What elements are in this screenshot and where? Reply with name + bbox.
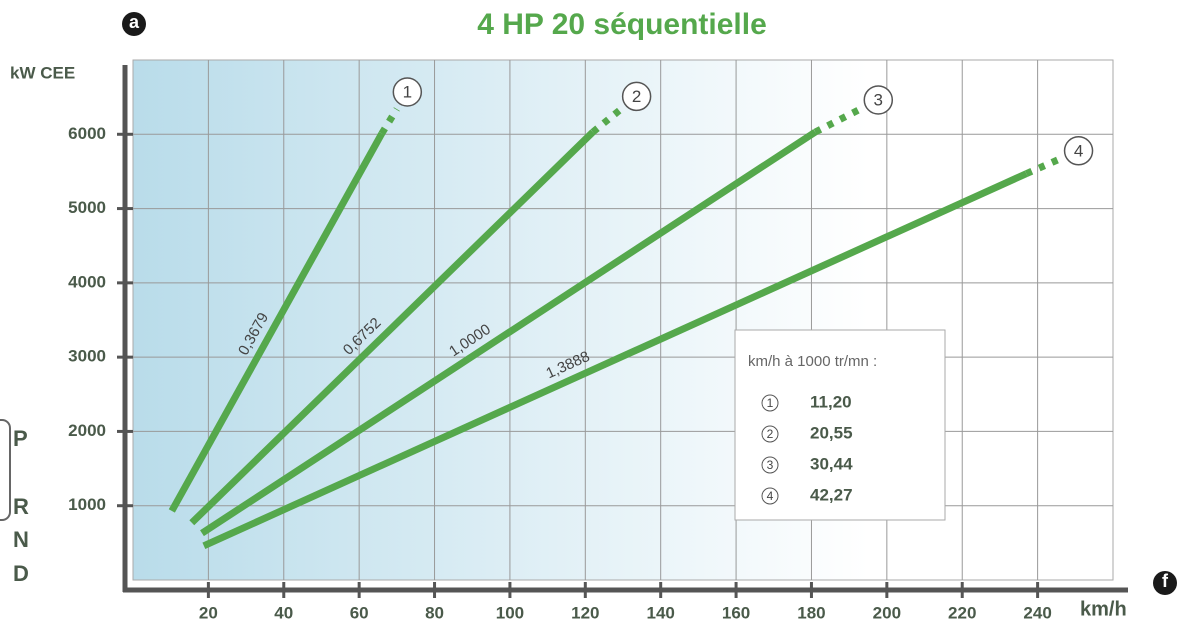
gear-line [202, 170, 1028, 550]
gear-line [168, 131, 385, 513]
x-axis-label: km/h [1080, 598, 1127, 620]
gear-line-extension [378, 107, 400, 136]
legend-badge [761, 487, 779, 505]
y-tick-label: 1000 [68, 495, 106, 514]
gear-position: N [13, 527, 29, 552]
x-tick-label: 240 [1023, 603, 1051, 622]
x-tick-label: 40 [274, 603, 293, 622]
x-tick-label: 220 [948, 603, 976, 622]
gear-badge-label: 4 [1074, 141, 1083, 160]
badge-text: a [129, 12, 140, 32]
gear-badge [621, 81, 652, 112]
gear-badge-label: 3 [874, 90, 883, 109]
legend-badge-label: 4 [767, 489, 774, 503]
bracket [0, 419, 11, 521]
x-tick-label: 80 [425, 603, 444, 622]
y-tick-label: 3000 [68, 347, 106, 366]
gear-badge [1063, 136, 1094, 166]
x-tick-label: 160 [722, 603, 750, 622]
x-tick-label: 20 [199, 603, 218, 622]
y-tick-label: 4000 [68, 272, 106, 291]
badge [1153, 571, 1177, 595]
gear-badge [392, 77, 423, 107]
x-tick-label: 60 [350, 603, 369, 622]
legend-value: 20,55 [810, 423, 853, 442]
legend-badge [761, 425, 779, 443]
legend-badge-label: 2 [767, 427, 774, 441]
chart-title: 4 HP 20 séquentielle [477, 8, 767, 41]
x-tick-label: 140 [647, 603, 675, 622]
gear-badge [863, 85, 894, 115]
legend-title: km/h à 1000 tr/mn : [748, 353, 877, 370]
x-tick-label: 200 [873, 603, 901, 622]
badge [122, 12, 146, 36]
y-tick-label: 5000 [68, 198, 106, 217]
legend-value: 30,44 [810, 454, 853, 473]
legend-badge [761, 456, 779, 474]
plot-area [132, 59, 1114, 581]
legend-value: 42,27 [810, 485, 853, 504]
legend-value: 11,20 [810, 392, 852, 411]
gear-line [189, 129, 596, 526]
gear-line-extension [813, 105, 863, 136]
gear-badge-label: 1 [403, 82, 412, 101]
gear-position: R [13, 494, 29, 519]
legend-badge-label: 1 [767, 396, 774, 410]
gear-position: D [13, 561, 29, 586]
x-tick-label: 100 [496, 603, 524, 622]
gear-badge-label: 2 [632, 87, 641, 106]
y-axis-label: kW CEE [10, 63, 75, 82]
gear-line-extension [590, 106, 624, 135]
legend-badge-label: 3 [767, 458, 774, 472]
y-tick-label: 2000 [68, 421, 106, 440]
x-tick-label: 180 [797, 603, 825, 622]
badge-text: f [1162, 571, 1169, 591]
gear-line-extension [1024, 155, 1062, 177]
gear-line [200, 129, 818, 537]
x-tick-label: 120 [571, 603, 599, 622]
y-tick-label: 6000 [68, 124, 106, 143]
legend-badge [761, 394, 779, 412]
gear-position: P [13, 426, 28, 451]
